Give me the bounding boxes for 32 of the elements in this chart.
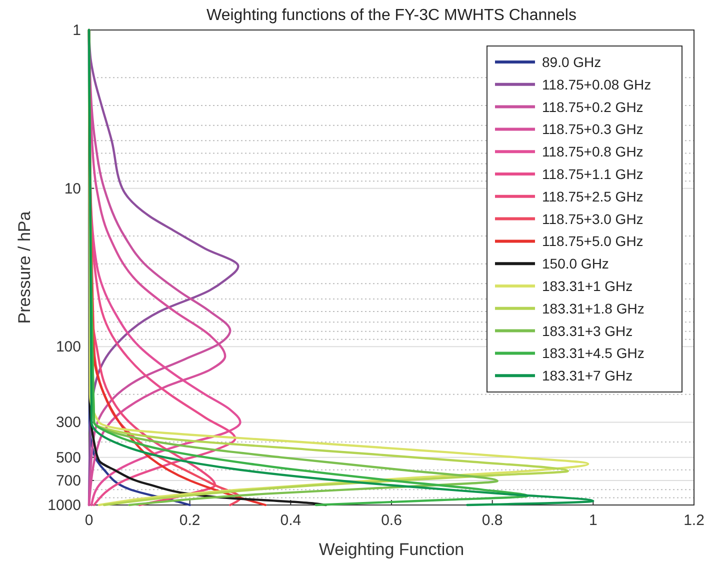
legend-label: 118.75+0.2 GHz bbox=[542, 98, 644, 115]
y-tick-label: 300 bbox=[56, 414, 81, 432]
x-tick-label: 0.4 bbox=[280, 512, 302, 529]
legend-label: 118.75+1.1 GHz bbox=[542, 166, 644, 182]
legend-label: 118.75+0.08 GHz bbox=[542, 76, 652, 92]
legend-label: 183.31+1 GHz bbox=[542, 278, 633, 294]
x-tick-label: 0.8 bbox=[482, 512, 503, 529]
legend-label: 89.0 GHz bbox=[542, 54, 602, 70]
x-tick-label: 0 bbox=[84, 512, 94, 529]
legend-label: 150.0 GHz bbox=[542, 256, 609, 272]
legend-label: 118.75+0.8 GHz bbox=[542, 144, 644, 160]
y-tick-label: 10 bbox=[64, 180, 81, 198]
legend-label: 183.31+7 GHz bbox=[542, 368, 633, 384]
y-tick-label: 1 bbox=[72, 22, 81, 39]
y-tick-label: 500 bbox=[56, 449, 81, 466]
y-tick-label: 1000 bbox=[48, 497, 81, 514]
legend-label: 118.75+0.3 GHz bbox=[542, 121, 644, 138]
legend-label: 183.31+1.8 GHz bbox=[542, 300, 644, 316]
legend-label: 118.75+5.0 GHz bbox=[542, 233, 644, 250]
chart-title: Weighting functions of the FY-3C MWHTS Channels bbox=[206, 7, 576, 24]
x-tick-label: 0.2 bbox=[179, 512, 200, 529]
legend-label: 118.75+2.5 GHz bbox=[542, 188, 644, 204]
x-tick-label: 1.2 bbox=[684, 512, 704, 529]
x-tick-label: 1 bbox=[588, 512, 598, 529]
legend-label: 183.31+3 GHz bbox=[542, 322, 633, 339]
x-tick-label: 0.6 bbox=[381, 512, 402, 529]
y-tick-label: 700 bbox=[56, 472, 81, 490]
legend-label: 118.75+3.0 GHz bbox=[542, 210, 644, 227]
legend-label: 183.31+4.5 GHz bbox=[542, 345, 644, 362]
y-axis-title: Pressure / hPa bbox=[15, 210, 34, 324]
x-axis-title: Weighting Function bbox=[318, 540, 464, 559]
y-tick-label: 100 bbox=[56, 338, 81, 356]
